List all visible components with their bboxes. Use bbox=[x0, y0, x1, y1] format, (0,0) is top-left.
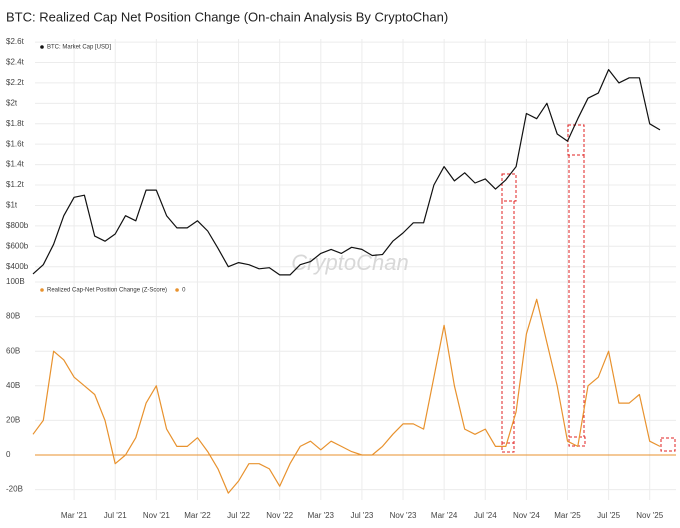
x-tick-label: Mar '22 bbox=[184, 511, 211, 520]
legend-marker bbox=[40, 288, 44, 292]
x-tick-label: Mar '24 bbox=[431, 511, 458, 520]
x-tick-label: Nov '22 bbox=[266, 511, 293, 520]
highlight-box bbox=[501, 442, 515, 453]
y-tick-label: $1.4t bbox=[6, 160, 25, 169]
x-tick-label: Mar '25 bbox=[554, 511, 581, 520]
x-tick-label: Nov '23 bbox=[390, 511, 417, 520]
y-tick-label: $1.2t bbox=[6, 180, 25, 189]
x-tick-label: Jul '25 bbox=[597, 511, 620, 520]
y-tick-label: 80B bbox=[6, 312, 20, 321]
y-tick-label: 0 bbox=[6, 450, 11, 459]
y-tick-label: $1t bbox=[6, 201, 18, 210]
legend-label: BTC: Market Cap [USD] bbox=[47, 45, 111, 51]
y-tick-label: $2.6t bbox=[6, 37, 25, 46]
y-tick-label: $400b bbox=[6, 262, 29, 271]
x-tick-label: Jul '23 bbox=[350, 511, 373, 520]
series-line bbox=[32, 298, 661, 494]
legend-marker bbox=[175, 288, 179, 292]
y-tick-label: 60B bbox=[6, 346, 20, 355]
y-tick-label: $1.6t bbox=[6, 139, 25, 148]
plot-layer: $400b $600b $800b $1t $1.2t $1.4t $1.6t $1.8t $2… bbox=[6, 37, 676, 520]
x-tick-label: Nov '24 bbox=[513, 511, 540, 520]
y-tick-label: $2.4t bbox=[6, 58, 25, 67]
highlight-box bbox=[567, 124, 585, 156]
y-tick-label: 20B bbox=[6, 416, 20, 425]
series-line bbox=[32, 69, 661, 276]
x-tick-label: Mar '23 bbox=[308, 511, 335, 520]
legend-label: Realized Cap-Net Position Change (Z-Scor… bbox=[47, 288, 167, 294]
y-tick-label: 100B bbox=[6, 277, 25, 286]
y-tick-label: $2.2t bbox=[6, 78, 25, 87]
legend-marker bbox=[40, 45, 44, 49]
y-tick-label: 40B bbox=[6, 381, 20, 390]
highlight-box bbox=[568, 436, 586, 447]
legend-label: 0 bbox=[182, 288, 186, 294]
x-tick-label: Jul '24 bbox=[474, 511, 497, 520]
y-tick-label: $1.8t bbox=[6, 119, 25, 128]
x-tick-label: Jul '21 bbox=[104, 511, 127, 520]
chart-title: BTC: Realized Cap Net Position Change (O… bbox=[6, 9, 448, 24]
highlight-boxes bbox=[501, 124, 676, 453]
x-tick-label: Jul '22 bbox=[227, 511, 250, 520]
y-tick-label: -20B bbox=[6, 485, 23, 494]
x-tick-label: Mar '21 bbox=[61, 511, 88, 520]
watermark: CryptoChan bbox=[291, 250, 408, 275]
highlight-box bbox=[501, 173, 517, 202]
y-tick-label: $600b bbox=[6, 241, 29, 250]
y-tick-label: $800b bbox=[6, 221, 29, 230]
x-tick-label: Nov '21 bbox=[143, 511, 170, 520]
highlight-box bbox=[660, 437, 676, 452]
x-tick-label: Nov '25 bbox=[636, 511, 663, 520]
y-tick-label: $2t bbox=[6, 98, 18, 107]
